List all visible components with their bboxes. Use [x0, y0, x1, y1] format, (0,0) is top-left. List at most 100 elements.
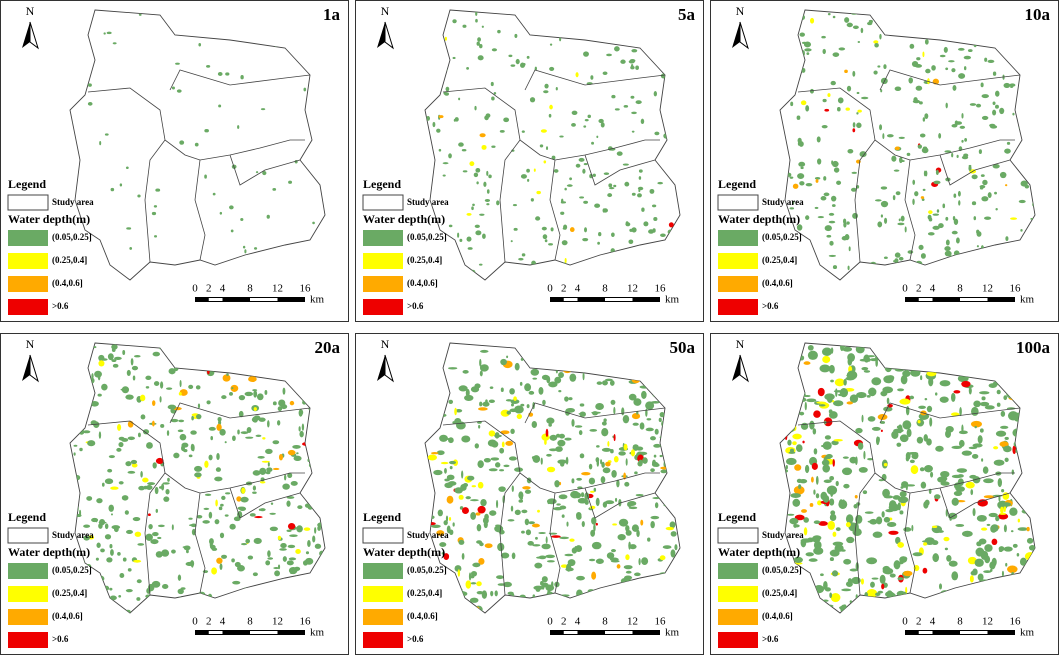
flood-patch: [951, 152, 954, 158]
flood-patch: [654, 502, 659, 509]
flood-patch: [510, 428, 515, 434]
scale-tick-label: 0: [192, 616, 198, 628]
flood-patch: [988, 512, 998, 518]
flood-patch: [852, 212, 859, 219]
flood-patch: [297, 505, 303, 510]
flood-patch: [145, 386, 150, 389]
flood-patch: [150, 539, 159, 545]
flood-patch: [582, 237, 589, 242]
scale-unit: km: [1020, 627, 1035, 639]
flood-patch: [466, 236, 472, 242]
flood-patch: [277, 420, 281, 426]
flood-patch: [287, 523, 296, 530]
flood-patch: [831, 204, 836, 207]
district-boundary: [144, 139, 166, 263]
flood-patch: [614, 108, 620, 111]
flood-patch: [272, 187, 277, 191]
flood-patch: [455, 409, 463, 413]
flood-patch: [160, 423, 165, 428]
flood-patch: [515, 58, 520, 65]
flood-patch: [923, 170, 926, 177]
flood-patch: [999, 171, 1007, 179]
flood-patch: [436, 450, 445, 456]
flood-patch: [569, 177, 573, 181]
flood-patch: [474, 443, 479, 449]
flood-patch: [535, 216, 541, 221]
flood-patch: [112, 42, 117, 45]
flood-patch: [642, 457, 648, 464]
flood-patch: [801, 509, 807, 513]
flood-patch: [957, 190, 961, 197]
flood-patch: [635, 65, 639, 70]
flood-patch: [590, 75, 594, 80]
flood-patch: [491, 48, 498, 52]
flood-patch: [458, 385, 468, 392]
flood-patch: [803, 517, 809, 523]
flood-patch: [1018, 199, 1026, 204]
flood-patch: [465, 496, 471, 500]
flood-patch: [109, 595, 117, 601]
flood-patch: [142, 477, 149, 483]
flood-patch: [244, 249, 247, 254]
flood-patch: [854, 495, 858, 499]
flood-patch: [444, 36, 447, 41]
flood-patch: [643, 221, 649, 227]
flood-patch: [252, 485, 257, 491]
flood-patch: [984, 544, 993, 552]
flood-patch: [616, 151, 623, 156]
flood-patch: [286, 529, 292, 532]
flood-patch: [526, 404, 530, 409]
flood-patch: [170, 418, 179, 423]
flood-patch: [132, 375, 136, 381]
scale-tick-label: 16: [655, 616, 667, 628]
flood-patch: [511, 403, 514, 407]
flood-patch: [216, 423, 222, 431]
flood-patch: [269, 526, 278, 532]
flood-patch: [303, 527, 311, 531]
flood-patch: [108, 455, 115, 459]
flood-patch: [654, 428, 659, 435]
flood-patch: [856, 122, 862, 129]
flood-patch: [846, 401, 853, 405]
district-boundary: [904, 492, 916, 594]
flood-patch: [136, 579, 142, 584]
flood-patch: [569, 373, 577, 382]
flood-patch: [427, 454, 437, 461]
scale-segment: [918, 631, 933, 634]
flood-patch: [595, 558, 604, 564]
flood-patch: [932, 553, 940, 563]
flood-patch: [958, 439, 965, 447]
flood-patch: [852, 70, 856, 77]
flood-patch: [595, 403, 604, 410]
flood-patch: [562, 227, 567, 230]
flood-patch: [147, 513, 151, 516]
flood-patch: [474, 383, 481, 389]
flood-patch: [548, 113, 552, 118]
flood-patch: [446, 495, 454, 504]
flood-patch: [221, 554, 227, 559]
flood-patch: [959, 125, 966, 129]
flood-patch: [935, 169, 939, 175]
flood-patch: [171, 86, 175, 90]
depth-label: (0.25,0.4]: [407, 588, 442, 598]
flood-patch: [862, 490, 868, 495]
flood-patch: [130, 358, 134, 366]
flood-patch: [816, 136, 821, 143]
flood-patch: [936, 209, 940, 213]
flood-patch: [127, 436, 136, 441]
flood-patch: [265, 560, 271, 566]
flood-patch: [79, 509, 82, 517]
flood-patch: [262, 437, 266, 440]
flood-patch: [444, 482, 453, 489]
flood-patch: [951, 571, 959, 581]
flood-patch: [618, 451, 626, 456]
flood-patch: [867, 457, 874, 461]
study-area-swatch: [362, 194, 404, 211]
flood-patch: [560, 211, 565, 215]
flood-patch: [920, 375, 923, 381]
north-label: N: [736, 337, 745, 351]
flood-patch: [805, 552, 814, 557]
flood-patch: [825, 454, 833, 459]
flood-patch: [798, 161, 806, 167]
flood-patch: [999, 107, 1005, 115]
